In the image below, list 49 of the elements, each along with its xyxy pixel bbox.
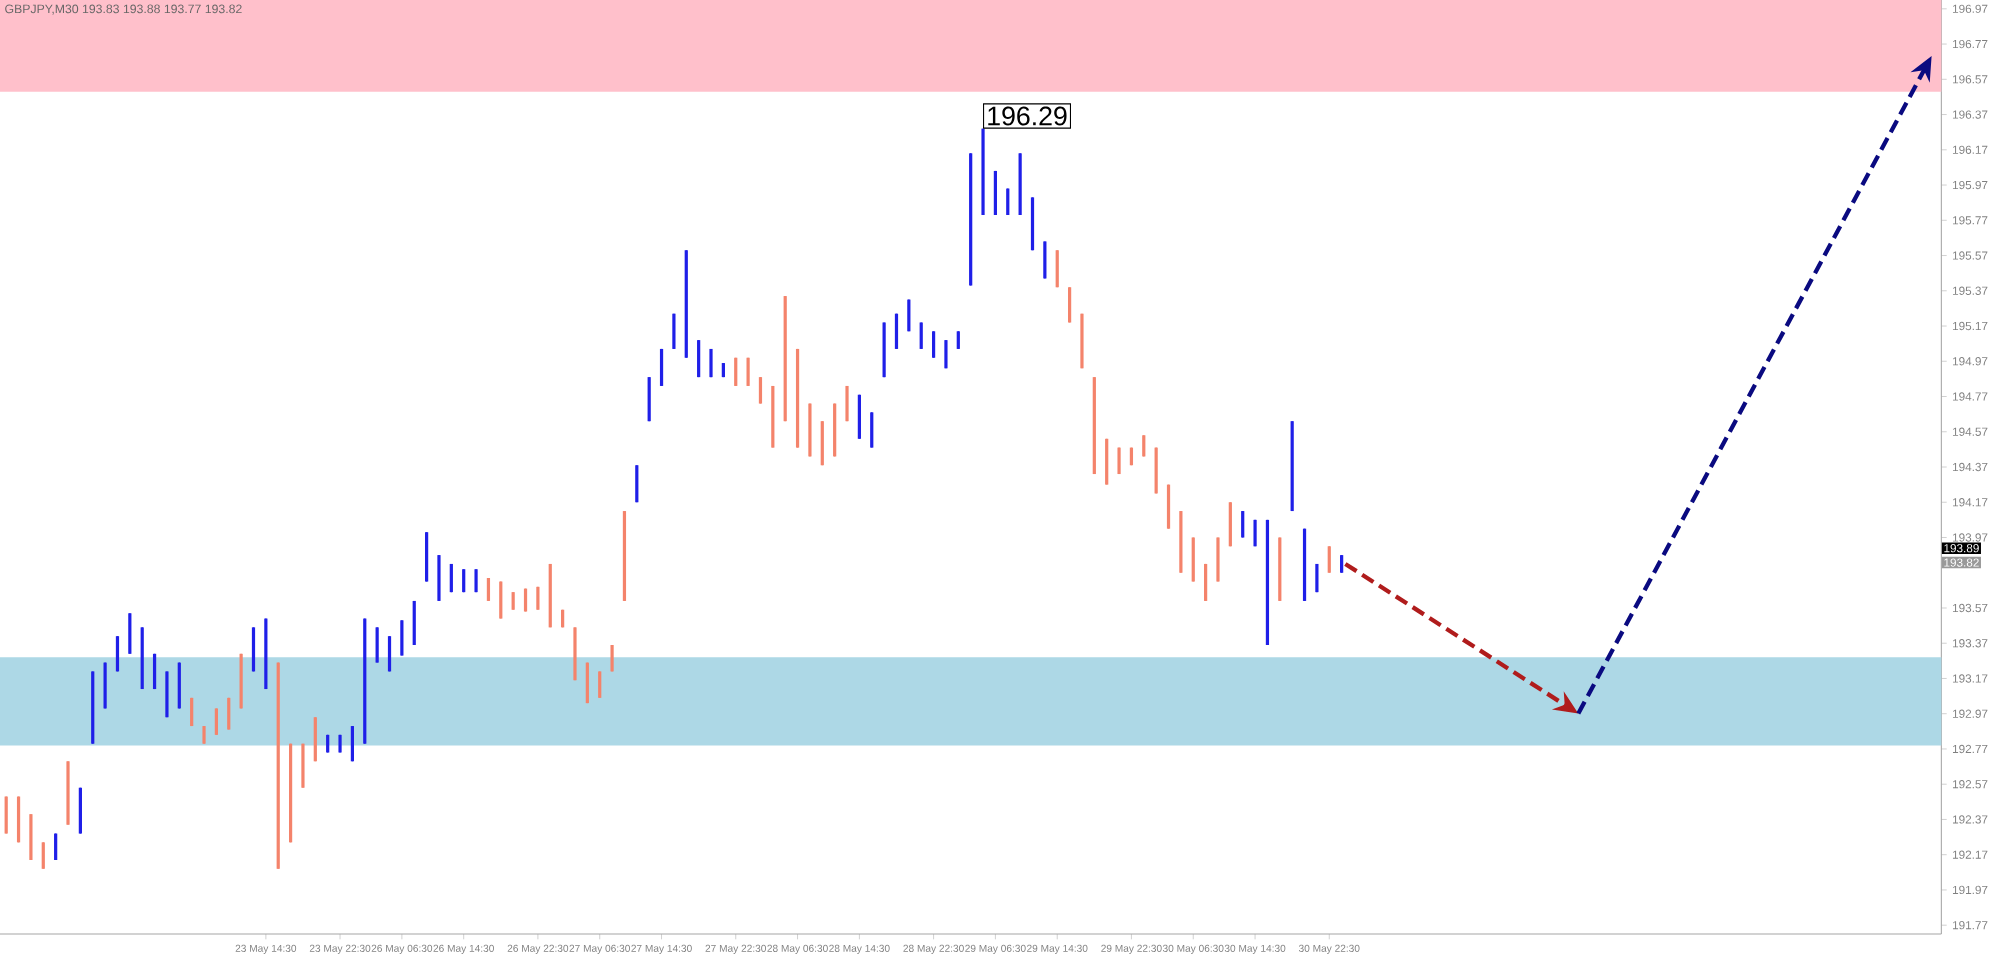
candlestick: [227, 697, 231, 731]
candlestick: [115, 635, 120, 673]
candlestick: [734, 357, 738, 387]
candlestick: [486, 577, 491, 602]
candlestick: [41, 841, 45, 870]
candlestick: [4, 795, 8, 835]
candlestick: [350, 725, 355, 762]
candlestick: [128, 612, 132, 655]
annotation: 196.29: [988, 106, 1067, 126]
candlestick: [499, 580, 503, 620]
candlestick: [1043, 240, 1047, 280]
candlestick: [746, 357, 750, 387]
candlestick: [78, 787, 82, 835]
candlestick: [165, 670, 169, 718]
candlestick: [870, 411, 874, 449]
candlestick: [29, 813, 33, 861]
candlestick: [857, 394, 861, 440]
candlestick: [1204, 563, 1208, 602]
candlestick: [598, 670, 602, 699]
candlestick: [944, 339, 948, 369]
candlestick: [919, 321, 923, 350]
candlestick: [1216, 536, 1220, 583]
candlestick: [251, 626, 256, 673]
candlestick: [647, 376, 651, 422]
candlestick: [1241, 510, 1245, 539]
candlestick: [820, 420, 824, 466]
candlestick: [672, 313, 676, 350]
candlestick: [375, 626, 379, 664]
candlestick: [437, 554, 441, 602]
candlestick: [387, 635, 392, 673]
candlestick: [697, 339, 701, 378]
candlestick: [1191, 536, 1195, 583]
candlestick: [313, 716, 317, 762]
candlestick: [1067, 286, 1072, 324]
candlestick: [1166, 483, 1171, 530]
candlestick: [1105, 438, 1109, 486]
candlestick: [659, 348, 664, 387]
candlestick: [1228, 501, 1232, 547]
candlestick: [214, 707, 218, 736]
candlestick: [400, 619, 404, 657]
candlestick: [301, 743, 305, 789]
candlestick: [54, 832, 58, 861]
candlestick: [412, 600, 416, 645]
candlestick: [635, 464, 639, 503]
candlestick: [1327, 545, 1331, 574]
candlestick: [1055, 249, 1059, 288]
candlestick: [758, 376, 763, 405]
candlestick: [931, 330, 936, 359]
candlestick: [894, 313, 899, 350]
